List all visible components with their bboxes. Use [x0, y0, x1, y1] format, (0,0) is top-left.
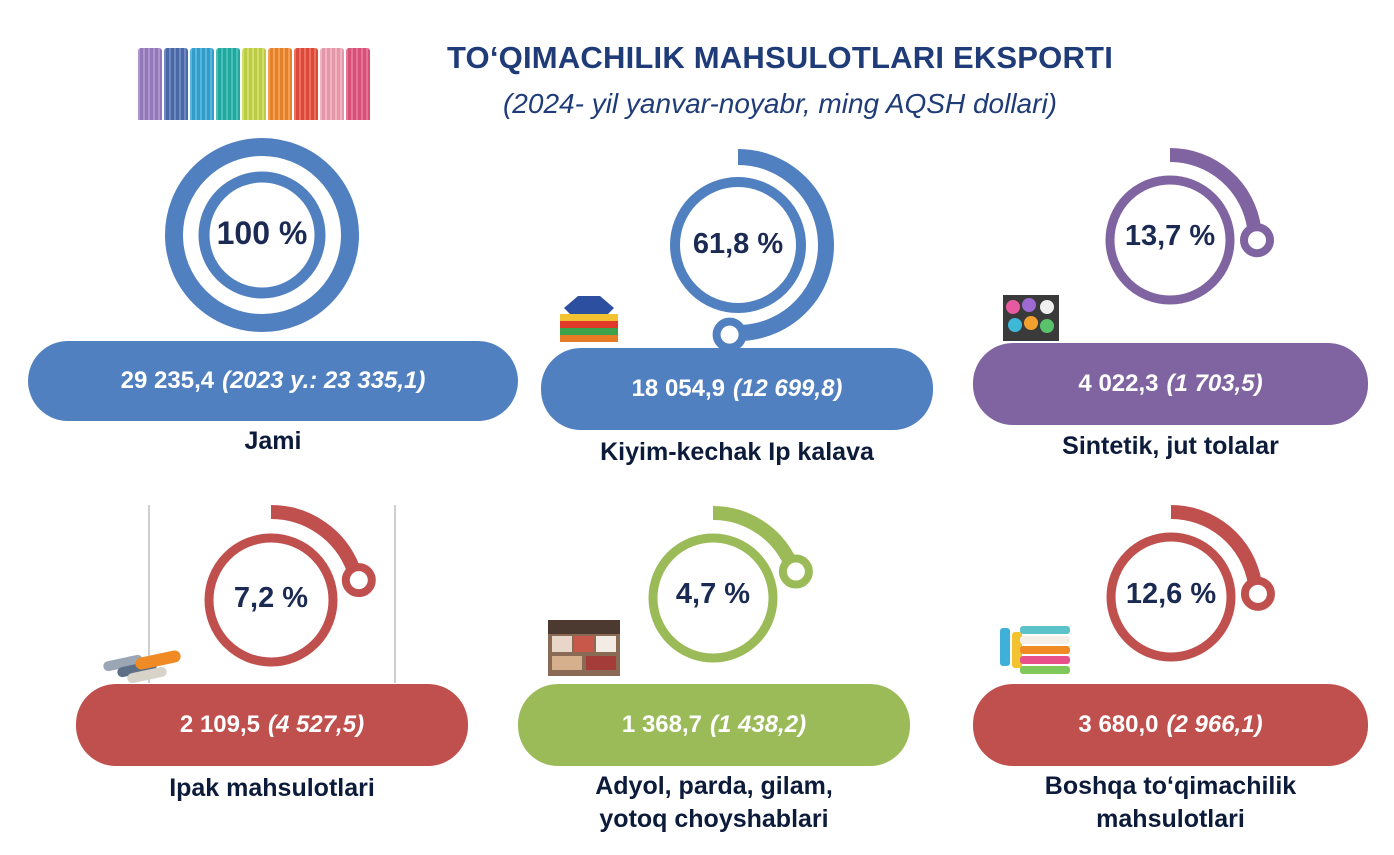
- fabric-strip: [242, 48, 266, 120]
- value-pill-boshqa: 3 680,0 (2 966,1): [973, 684, 1368, 766]
- inner-ring: [198, 171, 326, 299]
- value-2024: 2 109,5: [179, 711, 260, 738]
- pct-label-boshqa: 12,6 %: [1125, 578, 1217, 610]
- fabric-strip: [216, 48, 240, 120]
- pct-label-kiyim: 61,8 %: [692, 228, 784, 260]
- label-line: Ipak mahsulotlari: [169, 774, 375, 802]
- category-label-adyol: Adyol, parda, gilam, yotoq choyshablari: [518, 770, 910, 836]
- arc-end-loop: [1240, 576, 1275, 611]
- value-2023: (4 527,5): [268, 711, 365, 738]
- fabric-strip: [294, 48, 318, 120]
- label-line: mahsulotlari: [1096, 805, 1245, 833]
- fabric-strip: [190, 48, 214, 120]
- progress-arc: [270, 505, 360, 572]
- pct-label-ipak: 7,2 %: [233, 582, 309, 614]
- label-line: Kiyim-kechak Ip kalava: [600, 438, 874, 466]
- progress-arc: [165, 138, 359, 332]
- fabric-stack-icon: [998, 622, 1074, 678]
- arc-end-loop: [1239, 223, 1274, 258]
- value-2023: (1 703,5): [1166, 370, 1263, 397]
- value-2024: 1 368,7: [621, 711, 702, 738]
- label-line: yotoq choyshablari: [599, 805, 829, 833]
- inner-ring: [1106, 532, 1236, 662]
- progress-arc: [1169, 148, 1262, 230]
- value-pill-jami: 29 235,4 (2023 y.: 23 335,1): [28, 341, 518, 421]
- folded-shirts-icon: [556, 290, 622, 346]
- colorful-fabrics-photo: [138, 38, 370, 120]
- category-label-jami: Jami: [28, 425, 518, 458]
- page-title: TO‘QIMACHILIK MAHSULOTLARI EKSPORTI: [446, 40, 1114, 75]
- label-line: Sintetik, jut tolalar: [1062, 432, 1279, 460]
- divider-line: [148, 505, 150, 683]
- bedding-store-icon: [548, 620, 620, 676]
- value-2023: (2023 y.: 23 335,1): [222, 367, 426, 394]
- fabric-strip: [138, 48, 162, 120]
- value-2023: (2 966,1): [1166, 711, 1263, 738]
- value-2024: 3 680,0: [1078, 711, 1159, 738]
- label-line: Adyol, parda, gilam,: [595, 772, 833, 800]
- page-subtitle: (2024- yil yanvar-noyabr, ming AQSH doll…: [502, 88, 1057, 119]
- category-label-boshqa: Boshqa to‘qimachilik mahsulotlari: [973, 770, 1368, 836]
- category-label-sintetik: Sintetik, jut tolalar: [973, 430, 1368, 463]
- divider-line: [394, 505, 396, 683]
- arc-end-loop: [712, 317, 747, 352]
- inner-ring: [1105, 175, 1235, 305]
- value-pill-ipak: 2 109,5 (4 527,5): [76, 684, 468, 766]
- fabric-strip: [164, 48, 188, 120]
- category-label-ipak: Ipak mahsulotlari: [76, 772, 468, 805]
- silk-rolls-icon: [97, 640, 187, 688]
- arc-end-loop: [778, 554, 813, 589]
- fabric-strip: [268, 48, 292, 120]
- value-2024: 29 235,4: [120, 367, 215, 394]
- arc-end-loop: [341, 563, 376, 598]
- inner-ring: [648, 533, 778, 663]
- value-2023: (1 438,2): [710, 711, 807, 738]
- progress-arc: [1170, 505, 1262, 584]
- progress-arc: [712, 506, 796, 565]
- value-2023: (12 699,8): [733, 375, 843, 402]
- fabric-strip: [346, 48, 370, 120]
- category-label-kiyim: Kiyim-kechak Ip kalava: [541, 436, 933, 469]
- pct-label-jami: 100 %: [216, 215, 308, 251]
- progress-arc: [737, 149, 834, 341]
- pct-label-sintetik: 13,7 %: [1124, 220, 1216, 252]
- value-2024: 18 054,9: [631, 375, 725, 402]
- value-pill-sintetik: 4 022,3 (1 703,5): [973, 343, 1368, 425]
- label-line: Jami: [244, 427, 302, 455]
- label-line: Boshqa to‘qimachilik: [1044, 772, 1297, 800]
- value-2024: 4 022,3: [1078, 370, 1159, 397]
- pct-label-adyol: 4,7 %: [675, 578, 751, 610]
- fabric-rolls-icon: [1003, 295, 1059, 341]
- value-pill-adyol: 1 368,7 (1 438,2): [518, 684, 910, 766]
- value-pill-kiyim: 18 054,9 (12 699,8): [541, 348, 933, 430]
- fabric-strip: [320, 48, 344, 120]
- inner-ring: [670, 177, 806, 313]
- inner-ring: [204, 533, 338, 667]
